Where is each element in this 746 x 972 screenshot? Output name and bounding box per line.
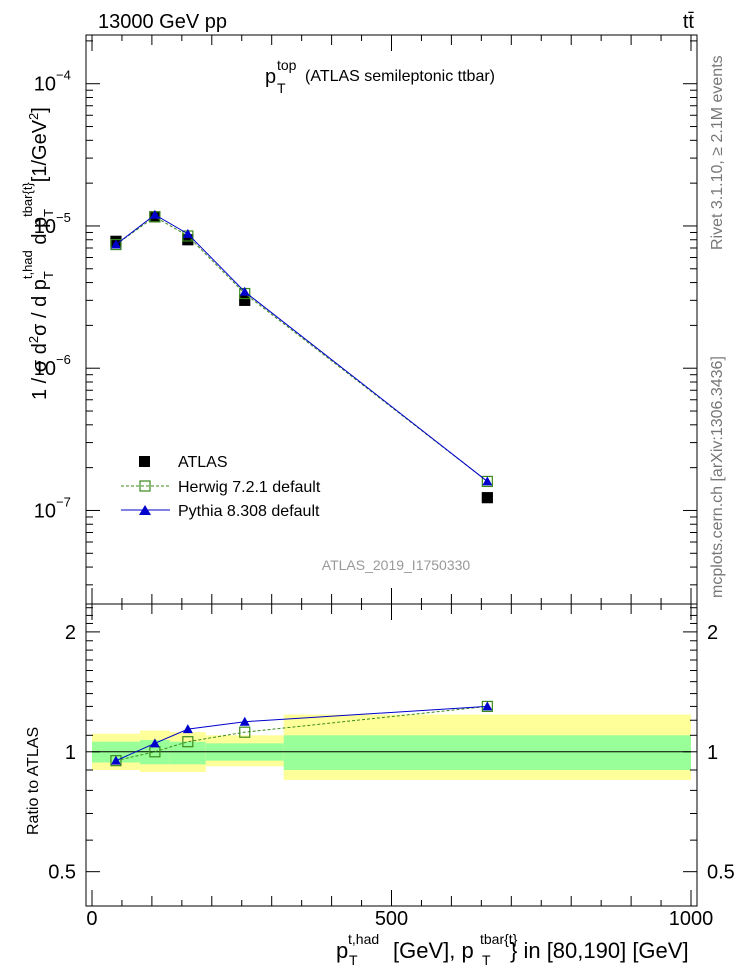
svg-text:T: T [482, 952, 491, 968]
svg-text:tbar{t}: tbar{t} [480, 931, 518, 947]
pythia-point [149, 209, 160, 219]
ratio-ytick-label-right: 1 [707, 742, 718, 764]
xtick-label: 1000 [669, 908, 714, 930]
main-ytick-label: 10 [34, 74, 56, 96]
svg-text:} in [80,190] [GeV]: } in [80,190] [GeV] [510, 938, 689, 963]
process-label: tt̄ [683, 11, 695, 33]
herwig-ratio-point [239, 726, 251, 738]
pythia-ratio-point [482, 701, 493, 711]
main-ytick-exponent: −4 [56, 68, 71, 83]
pythia-line [115, 214, 488, 482]
ratio-ylabel: Ratio to ATLAS [25, 727, 42, 835]
legend-marker-herwig [139, 480, 151, 492]
svg-text:p: p [265, 66, 276, 88]
ratio-ytick-label-right: 0.5 [707, 862, 735, 884]
legend-label-pythia: Pythia 8.308 default [178, 503, 320, 520]
ratio-ytick-label-left: 2 [65, 622, 76, 644]
xtick-label: 0 [86, 908, 97, 930]
herwig-ratio-line [115, 705, 488, 762]
main-ytick-exponent: −6 [56, 352, 71, 367]
pythia-point [482, 476, 493, 486]
legend-item-herwig: Herwig 7.2.1 default [121, 479, 321, 496]
ratio-ytick-label-right: 2 [707, 622, 718, 644]
legend-label-atlas: ATLAS [178, 454, 228, 471]
main-ytick-label: 10 [34, 500, 56, 522]
ratio-plot: 0.5 0.5 1 1 2 2 0 500 1000 [48, 604, 735, 930]
pythia-point [110, 239, 121, 249]
main-ytick-exponent: −5 [56, 210, 71, 225]
svg-text:1 / σ d2σ / d pTt,had d pTtbar: 1 / σ d2σ / d pTt,had d pTtbar{t}[1/GeV2… [20, 107, 56, 400]
svg-text:p: p [336, 938, 348, 963]
pythia-point [182, 228, 193, 238]
main-ytick-label: 10 [34, 216, 56, 238]
main-ylabel: 1 / σ d2σ / d pTt,had d pTtbar{t}[1/GeV2… [20, 107, 56, 400]
ratio-plot-frame [85, 603, 698, 907]
energy-label: 13000 GeV pp [98, 11, 227, 33]
herwig-line [115, 216, 488, 482]
legend-item-atlas: ATLAS [139, 454, 228, 471]
plot-title: p top T (ATLAS semileptonic ttbar) [265, 57, 495, 96]
mcplots-label: mcplots.cern.ch [arXiv:1306.3436] [709, 356, 726, 598]
rivet-label: Rivet 3.1.10, ≥ 2.1M events [709, 55, 726, 250]
title-sup: top [277, 57, 297, 73]
legend-label-herwig: Herwig 7.2.1 default [178, 479, 321, 496]
pythia-ratio-point [149, 738, 160, 748]
legend-marker-atlas [139, 456, 150, 467]
ratio-ytick-label-left: 1 [65, 742, 76, 764]
ratio-band-inner [283, 735, 692, 771]
legend-item-pythia: Pythia 8.308 default [121, 503, 320, 520]
title-rest: (ATLAS semileptonic ttbar) [305, 68, 495, 85]
ratio-ytick-label-left: 0.5 [48, 862, 76, 884]
title-sub: T [277, 80, 286, 96]
main-ytick-label: 10 [34, 358, 56, 380]
title-symbol: p [265, 66, 276, 88]
main-plot: 10−710−610−510−4 [34, 35, 697, 604]
svg-text:T: T [349, 952, 358, 968]
legend-marker-pythia [139, 505, 151, 515]
x-axis-label: p T t,had [GeV], p T tbar{t} } in [80,19… [336, 931, 689, 968]
pythia-ratio-point [110, 755, 121, 765]
svg-text:[GeV], p: [GeV], p [393, 938, 474, 963]
svg-text:t,had: t,had [348, 931, 379, 947]
main-ytick-exponent: −7 [56, 494, 71, 509]
pythia-ratio-point [182, 724, 193, 734]
legend: ATLAS Herwig 7.2.1 default Pythia 8.308 … [121, 454, 321, 520]
xtick-label: 500 [375, 908, 408, 930]
herwig-ratio-point [182, 736, 194, 748]
atlas-point [481, 492, 493, 504]
pythia-point [239, 286, 250, 296]
pythia-ratio-point [239, 716, 250, 726]
ratio-band-inner [169, 741, 206, 765]
watermark: ATLAS_2019_I1750330 [322, 557, 471, 573]
